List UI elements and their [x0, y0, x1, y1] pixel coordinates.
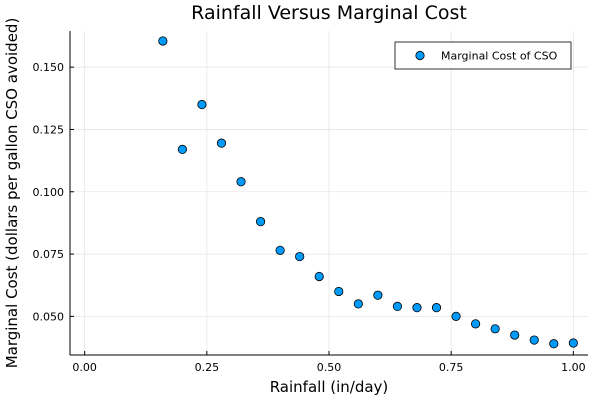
grid-layer: [70, 31, 588, 355]
x-tick-label: 1.00: [561, 361, 586, 374]
data-point: [158, 36, 168, 46]
data-point: [529, 335, 539, 345]
data-point: [549, 339, 559, 349]
y-tick-label: 0.050: [33, 310, 65, 323]
y-tick-label: 0.075: [33, 248, 65, 261]
data-point: [392, 301, 403, 311]
data-point: [197, 99, 207, 110]
x-tick-label: 0.75: [439, 361, 464, 374]
data-point: [568, 338, 578, 348]
data-point: [295, 251, 305, 262]
x-tick-label: 0.50: [317, 361, 342, 374]
data-point: [236, 177, 246, 187]
legend-label: Marginal Cost of CSO: [441, 50, 558, 63]
data-point: [451, 311, 461, 321]
data-point: [216, 138, 227, 148]
y-axis-label: Marginal Cost (dollars per gallon CSO av…: [3, 18, 21, 369]
data-point: [314, 271, 324, 282]
y-tick-label: 0.125: [33, 123, 65, 136]
data-point: [373, 290, 383, 300]
y-tick-label: 0.150: [33, 61, 65, 74]
x-tick-label: 0.25: [195, 361, 220, 374]
data-point: [471, 319, 481, 329]
legend: Marginal Cost of CSO: [394, 41, 572, 70]
data-point: [431, 303, 442, 313]
data-point: [275, 245, 285, 255]
data-point: [490, 324, 500, 334]
data-point: [510, 330, 520, 340]
chart-title: Rainfall Versus Marginal Cost: [191, 2, 467, 24]
data-point: [412, 303, 422, 313]
x-tick-label: 0.00: [72, 361, 97, 374]
y-tick-label: 0.100: [33, 186, 65, 199]
ticks-layer: 0.00 0.25 0.50 0.75 1.00 0.050 0.075 0.100 0.125…: [33, 61, 586, 374]
points-layer: [158, 36, 578, 349]
data-point: [334, 286, 344, 297]
data-point: [177, 144, 187, 154]
legend-marker: [415, 50, 425, 61]
x-axis-label: Rainfall (in/day): [270, 378, 389, 396]
data-point: [255, 217, 266, 227]
data-point: [353, 299, 363, 309]
